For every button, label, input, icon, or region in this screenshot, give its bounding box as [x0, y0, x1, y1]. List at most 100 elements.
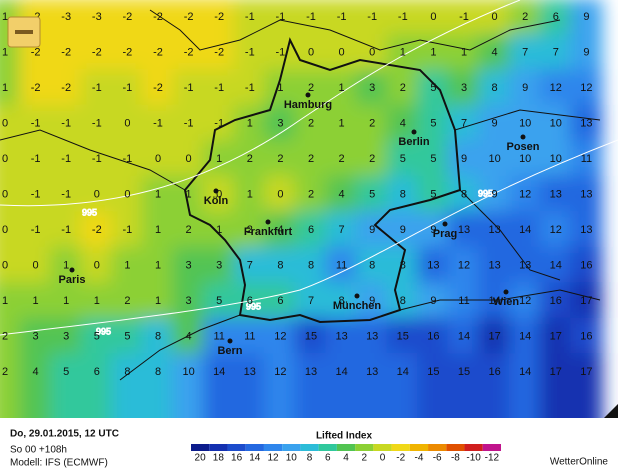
grid-value: 8 [339, 295, 345, 307]
field-cell [80, 0, 114, 36]
field-cell [386, 104, 420, 143]
grid-value: 1 [63, 295, 69, 307]
grid-value: 3 [186, 295, 192, 307]
field-cell [111, 104, 144, 143]
grid-value: 1 [155, 295, 161, 307]
field-cell [233, 317, 267, 356]
grid-value: 6 [308, 224, 314, 236]
isobar-label: 995 [246, 301, 261, 311]
grid-value: -1 [245, 82, 255, 94]
grid-value: 13 [366, 330, 378, 342]
grid-value: -2 [214, 46, 224, 58]
grid-value: -3 [61, 11, 71, 23]
grid-value: 14 [458, 330, 470, 342]
field-cell [233, 69, 267, 107]
grid-value: 13 [580, 188, 592, 200]
grid-value: 0 [2, 224, 8, 236]
grid-value: 16 [580, 259, 592, 271]
legend-tick-label: 12 [267, 453, 279, 464]
field-cell [233, 140, 267, 178]
grid-value: 12 [458, 259, 470, 271]
legend-swatch [209, 444, 228, 451]
grid-value: 1 [155, 188, 161, 200]
field-cell [386, 0, 420, 36]
field-cell [49, 175, 83, 214]
grid-value: 15 [305, 330, 317, 342]
field-cell [19, 104, 52, 143]
grid-value: 10 [550, 153, 562, 165]
field-cell [19, 389, 52, 418]
field-cell [19, 246, 52, 285]
grid-value: -1 [92, 82, 102, 94]
brand: WetterOnline [550, 457, 609, 468]
grid-value: 8 [400, 259, 406, 271]
grid-value: 2 [2, 366, 8, 378]
coastline [149, 9, 561, 51]
field-cell [386, 353, 420, 391]
legend-swatch [446, 444, 465, 451]
grid-value: 9 [400, 224, 406, 236]
field-cell [539, 353, 573, 391]
grid-value: 16 [488, 366, 500, 378]
grid-value: 1 [339, 117, 345, 129]
grid-value: 0 [308, 46, 314, 58]
grid-value: -2 [31, 82, 41, 94]
zoom-button[interactable] [7, 16, 41, 48]
grid-value: -1 [31, 153, 41, 165]
grid-value: 1 [400, 46, 406, 58]
grid-value: 12 [519, 295, 531, 307]
grid-value: 14 [335, 366, 347, 378]
grid-value: 1 [430, 46, 436, 58]
field-cell [49, 33, 83, 72]
field-cell [570, 175, 603, 214]
field-cell [386, 211, 420, 249]
field-cell [478, 389, 511, 418]
grid-value: 0 [216, 188, 222, 200]
grid-value: 0 [124, 188, 130, 200]
grid-value: 5 [63, 366, 69, 378]
grid-value: 15 [427, 366, 439, 378]
grid-value: 1 [2, 82, 8, 94]
grid-value: -2 [61, 46, 71, 58]
field-cell [508, 211, 542, 249]
zoom-out-icon[interactable] [15, 30, 33, 34]
field-cell [111, 282, 144, 320]
field-cell [386, 389, 420, 418]
grid-value: 16 [580, 330, 592, 342]
grid-value: 12 [580, 82, 592, 94]
field-cell [508, 389, 542, 418]
field-cell [447, 389, 481, 418]
grid-value: 0 [2, 188, 8, 200]
field-cell [325, 69, 358, 107]
isobar-line [0, 139, 618, 336]
grid-value: -2 [92, 46, 102, 58]
grid-value: -2 [31, 46, 41, 58]
grid-value: 4 [339, 188, 345, 200]
grid-value: 0 [155, 153, 161, 165]
field-cell [233, 175, 267, 214]
legend-swatch [263, 444, 283, 451]
field-cell [141, 104, 175, 143]
field-cell [49, 317, 83, 356]
field-cell [49, 282, 83, 320]
grid-value: -1 [184, 117, 194, 129]
legend-tick-label: -12 [485, 453, 500, 464]
grid-value: 6 [277, 295, 283, 307]
field-cell [0, 175, 22, 214]
field-cell [19, 69, 52, 107]
field-cell [0, 211, 22, 249]
grid-value: 1 [2, 46, 8, 58]
grid-value: 10 [519, 117, 531, 129]
field-cell [325, 211, 358, 249]
field-cell [447, 140, 481, 178]
grid-value: 2 [124, 295, 130, 307]
grid-value: 8 [461, 188, 467, 200]
grid-value: 11 [213, 330, 224, 342]
grid-values: 1 -2 -3 -3 -2 -2 -2 -2 -1 -1 -1 -1 -1 -1 0 -1 0 2 6 9 1 -2 -2 -… [2, 11, 593, 378]
grid-value: 14 [519, 224, 531, 236]
grid-value: 5 [94, 330, 100, 342]
field-cell [478, 211, 511, 249]
field-cell [202, 211, 236, 249]
grid-value: 14 [397, 366, 409, 378]
field-cell [325, 175, 358, 214]
